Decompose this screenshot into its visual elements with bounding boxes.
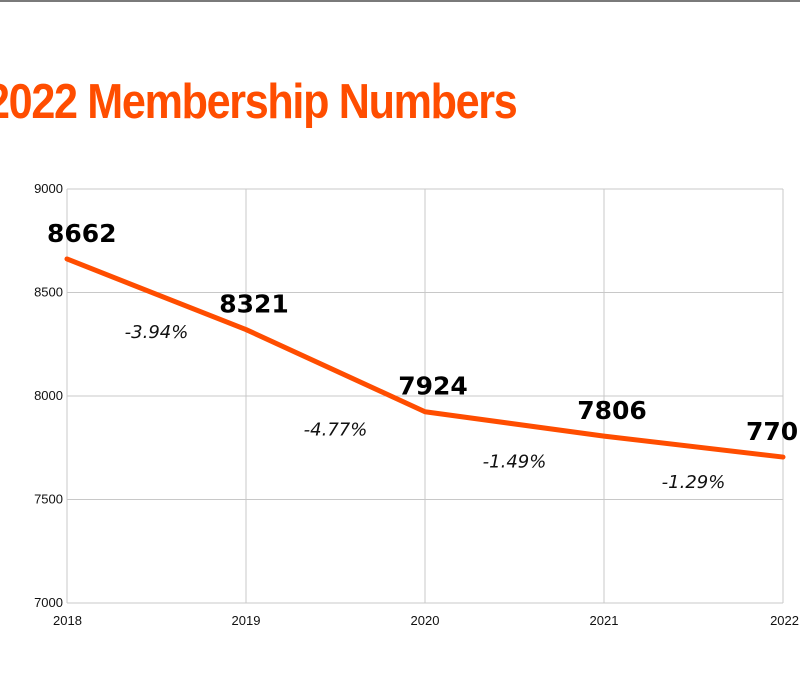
x-tick-label: 2019 [232,613,261,628]
y-tick-label: 8500 [34,285,63,300]
data-labels: 8662 8321 7924 7806 770 [47,219,798,446]
data-label: 7806 [577,396,647,425]
y-tick-label: 8000 [34,388,63,403]
change-annotation: -4.77% [304,419,368,440]
grid [66,188,784,604]
data-label: 7924 [398,372,468,401]
data-label: 8321 [219,290,289,319]
change-annotation: -1.49% [483,451,547,472]
y-tick-label: 9000 [34,181,63,196]
axis-labels: 7000 7500 8000 8500 9000 2018 2019 2020 2021 2022 [34,181,799,628]
data-label: 770 [746,417,798,446]
change-annotation: -1.29% [662,472,726,493]
chart-title: 2022 Membership Numbers [0,75,518,129]
y-tick-label: 7000 [34,595,63,610]
data-label: 8662 [47,219,117,248]
y-tick-label: 7500 [34,492,63,507]
annotations: -3.94% -4.77% -1.49% -1.29% [125,322,726,493]
x-tick-label: 2020 [411,613,440,628]
change-annotation: -3.94% [125,322,189,343]
x-tick-label: 2021 [590,613,619,628]
series [64,256,786,460]
top-border [0,0,800,2]
series-line [64,256,786,460]
x-tick-label: 2022 [770,613,799,628]
x-tick-label: 2018 [53,613,82,628]
